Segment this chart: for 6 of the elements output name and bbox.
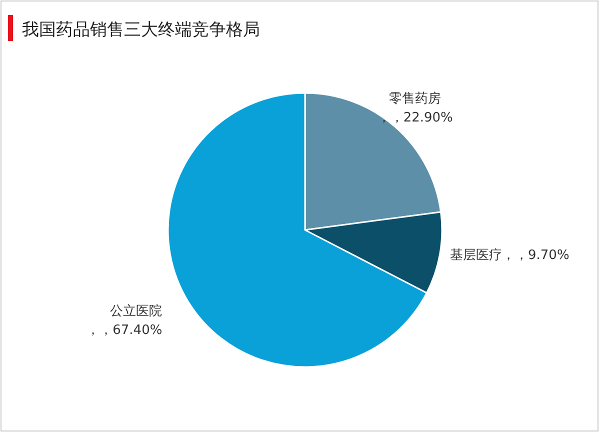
data-label: ，，67.40% <box>86 322 162 338</box>
slice-label: 公立医院 <box>110 302 162 319</box>
slice-label: 零售药房 <box>389 90 442 106</box>
data-label: ，，22.90% <box>377 110 453 126</box>
slice-label: 基层医疗，，9.70% <box>450 248 570 264</box>
chart-title: 我国药品销售三大终端竞争格局 <box>22 20 260 40</box>
